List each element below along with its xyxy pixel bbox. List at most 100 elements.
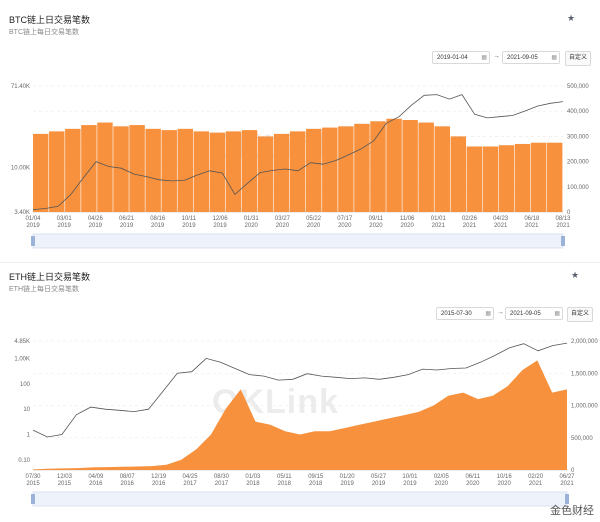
- y-right-tick-label: 200,000: [567, 160, 589, 166]
- bar: [97, 122, 113, 212]
- x-tick-year: 2020: [400, 223, 414, 229]
- arrow-right-icon: →: [493, 53, 500, 60]
- x-tick-label: 08/30: [214, 474, 230, 480]
- slider-handle-left: [31, 494, 35, 504]
- x-tick-label: 05/22: [306, 216, 322, 222]
- x-tick-label: 09/11: [369, 216, 384, 222]
- x-tick-year: 2020: [466, 481, 480, 487]
- x-tick-year: 2021: [494, 223, 508, 229]
- y-right-tick-label: 2,000,000: [571, 339, 598, 345]
- eth-chart: 2,000,000 1,500,000 1,000,000 500,000 0 4.85K…: [14, 339, 598, 507]
- y-right-tick-label: 400,000: [567, 109, 589, 115]
- bar: [289, 131, 306, 212]
- start-date-value: 2019-01-04: [437, 55, 468, 61]
- x-tick-label: 04/09: [88, 474, 104, 480]
- btc-chart: 500,000 400,000 300,000 200,000 100,000 0 71.4…: [11, 84, 589, 249]
- x-tick-year: 2017: [183, 481, 197, 487]
- y-left-tick-label: 10: [23, 407, 30, 413]
- x-tick-label: 10/16: [497, 474, 513, 480]
- y-left-tick-label: 1.00K: [14, 356, 30, 362]
- x-tick-label: 04/25: [183, 474, 199, 480]
- x-tick-year: 2016: [89, 481, 103, 487]
- x-tick-year: 2018: [309, 481, 323, 487]
- bar: [402, 120, 418, 212]
- x-tick-year: 2019: [57, 223, 71, 229]
- x-tick-label: 01/01: [431, 216, 447, 222]
- start-date-input[interactable]: 2015-07-30 ▦: [436, 307, 494, 320]
- x-tick-label: 04/26: [88, 216, 104, 222]
- x-tick-year: 2021: [525, 223, 539, 229]
- bar: [418, 122, 434, 212]
- x-tick-year: 2016: [152, 481, 166, 487]
- bar: [386, 118, 402, 212]
- calendar-icon[interactable]: ▦: [481, 55, 487, 61]
- bar: [498, 145, 515, 212]
- x-tick-label: 06/27: [559, 474, 575, 480]
- x-tick-label: 10/01: [402, 474, 418, 480]
- bar: [354, 123, 370, 212]
- y-right-tick-label: 500,000: [567, 84, 589, 90]
- eth-subtitle: ETH链上每日交易笔数: [9, 286, 79, 293]
- y-right-tick-label: 1,500,000: [571, 371, 598, 377]
- bar: [514, 143, 531, 212]
- custom-button[interactable]: 自定义: [567, 307, 594, 322]
- star-icon[interactable]: ★: [567, 13, 576, 23]
- x-tick-year: 2020: [276, 223, 290, 229]
- slider-handle-left: [31, 236, 35, 246]
- x-tick-label: 01/20: [340, 474, 356, 480]
- y-right-tick-label: 100,000: [567, 185, 589, 191]
- range-slider: [32, 491, 568, 507]
- x-tick-year: 2019: [182, 223, 196, 229]
- end-date-input[interactable]: 2021-09-05 ▦: [502, 51, 560, 64]
- bar: [65, 128, 81, 212]
- x-tick-label: 01/04: [25, 216, 41, 222]
- x-tick-label: 03/01: [57, 216, 73, 222]
- x-tick-label: 08/13: [555, 216, 571, 222]
- bar: [193, 131, 210, 212]
- bar: [241, 130, 258, 212]
- y-left-tick-label: 71.40K: [11, 84, 30, 90]
- x-tick-label: 08/16: [150, 216, 166, 222]
- y-left-tick-label: 4.85K: [14, 339, 30, 345]
- x-tick-year: 2019: [213, 223, 227, 229]
- custom-button[interactable]: 自定义: [565, 51, 592, 66]
- bar: [129, 125, 145, 212]
- x-tick-label: 12/06: [213, 216, 229, 222]
- x-tick-label: 07/30: [25, 474, 41, 480]
- line-series: [32, 94, 564, 210]
- bar: [530, 142, 547, 212]
- bar: [49, 131, 65, 212]
- calendar-icon[interactable]: ▦: [554, 311, 560, 317]
- line-series: [32, 342, 568, 438]
- x-tick-label: 01/31: [244, 216, 260, 222]
- star-icon[interactable]: ★: [571, 270, 580, 280]
- start-date-input[interactable]: 2019-01-04 ▦: [432, 51, 490, 64]
- y-left-tick-label: 3.40K: [14, 210, 30, 216]
- bar: [450, 136, 467, 212]
- arrow-right-icon: →: [497, 309, 504, 316]
- y-right-tick-label: 0: [567, 210, 571, 216]
- bar: [338, 126, 354, 212]
- calendar-icon[interactable]: ▦: [551, 55, 557, 61]
- bar: [145, 128, 161, 212]
- x-tick-year: 2015: [58, 481, 72, 487]
- x-tick-label: 12/19: [151, 474, 167, 480]
- y-right-tick-label: 1,000,000: [571, 404, 598, 410]
- calendar-icon[interactable]: ▦: [485, 311, 491, 317]
- end-date-input[interactable]: 2021-09-05 ▦: [505, 307, 563, 320]
- x-tick-label: 06/18: [524, 216, 540, 222]
- start-date-value: 2015-07-30: [441, 311, 472, 317]
- x-tick-year: 2021: [556, 223, 570, 229]
- x-tick-year: 2019: [372, 481, 386, 487]
- y-left-tick-label: 1: [27, 433, 31, 439]
- x-tick-label: 08/07: [120, 474, 136, 480]
- x-tick-year: 2021: [463, 223, 477, 229]
- x-tick-year: 2019: [340, 481, 354, 487]
- bar: [81, 125, 97, 212]
- btc-title: BTC链上日交易笔数: [9, 15, 91, 25]
- x-tick-year: 2019: [151, 223, 165, 229]
- x-tick-label: 10/11: [182, 216, 197, 222]
- x-tick-year: 2017: [215, 481, 229, 487]
- x-tick-year: 2021: [560, 481, 574, 487]
- x-tick-year: 2020: [245, 223, 259, 229]
